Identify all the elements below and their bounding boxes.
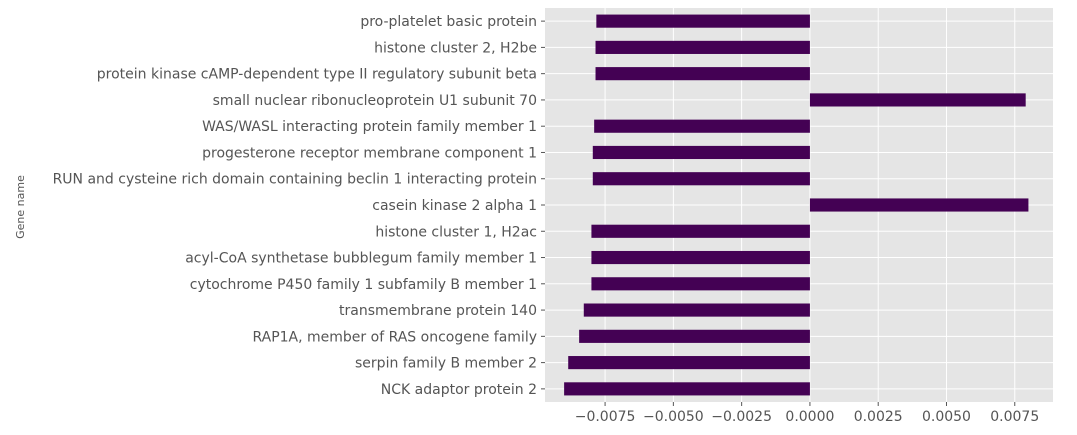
y-tick-label: serpin family B member 2: [355, 356, 537, 372]
bar: [592, 172, 810, 186]
y-tick-label: casein kinase 2 alpha 1: [372, 198, 537, 214]
x-tick-label: −0.0050: [643, 409, 704, 425]
y-tick-label: pro-platelet basic protein: [360, 14, 537, 30]
y-tick-label: NCK adaptor protein 2: [381, 382, 537, 398]
x-tick-label: −0.0075: [575, 409, 636, 425]
bar: [579, 329, 810, 343]
bar: [568, 356, 810, 370]
bar: [596, 14, 810, 28]
bar: [583, 303, 810, 317]
bar: [564, 382, 810, 396]
bar: [592, 145, 810, 160]
bar: [591, 224, 810, 238]
bar: [591, 250, 810, 265]
y-tick-label: histone cluster 1, H2ac: [375, 224, 537, 240]
y-tick-label: progesterone receptor membrane component…: [202, 145, 537, 161]
y-tick-label: cytochrome P450 family 1 subfamily B mem…: [190, 277, 537, 293]
bar: [809, 198, 1029, 212]
x-tick-label: 0.0075: [990, 409, 1039, 425]
y-tick-label: transmembrane protein 140: [339, 303, 537, 319]
x-tick-label: 0.0050: [922, 409, 971, 425]
bar: [594, 119, 810, 133]
bar: [595, 67, 810, 81]
y-tick-label: WAS/WASL interacting protein family memb…: [202, 119, 537, 135]
bar: [591, 277, 810, 291]
y-tick-label: small nuclear ribonucleoprotein U1 subun…: [213, 93, 537, 109]
y-axis-label: Gene name: [14, 175, 27, 239]
y-tick-label: RUN and cysteine rich domain containing …: [53, 172, 537, 188]
y-tick-label: acyl-CoA synthetase bubblegum family mem…: [185, 251, 537, 267]
bar: [809, 93, 1026, 107]
x-tick-label: −0.0025: [711, 409, 772, 425]
bar: [595, 40, 810, 54]
x-tick-label: 0.0025: [854, 409, 903, 425]
y-tick-label: protein kinase cAMP-dependent type II re…: [97, 67, 537, 83]
y-tick-label: RAP1A, member of RAS oncogene family: [252, 329, 537, 345]
x-tick-label: 0.0000: [785, 409, 834, 425]
y-tick-label: histone cluster 2, H2be: [374, 40, 537, 56]
